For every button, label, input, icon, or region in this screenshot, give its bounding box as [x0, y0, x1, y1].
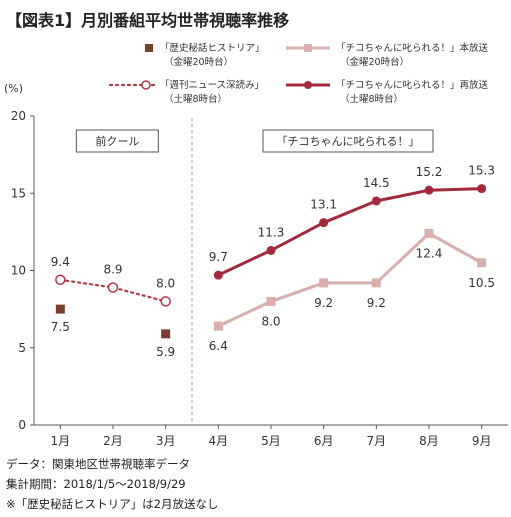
data-label: 8.0 [156, 276, 175, 290]
data-label: 11.3 [258, 225, 285, 239]
x-tick-label: 8月 [419, 434, 439, 448]
legend-label: 「歴史秘話ヒストリア」 [160, 42, 265, 54]
legend-sublabel: （土曜8時台） [340, 93, 403, 105]
data-point [424, 185, 434, 195]
data-label: 9.7 [209, 250, 228, 264]
data-point [424, 228, 434, 238]
y-tick-label: 0 [18, 418, 26, 432]
data-point [319, 278, 329, 288]
chart-title: 【図表1】月別番組平均世帯視聴率推移 [6, 11, 289, 30]
footnote-period: 集計期間：2018/1/5〜2018/9/29 [6, 477, 186, 491]
data-point [55, 274, 66, 286]
legend: 「歴史秘話ヒストリア」（金曜20時台）「週刊ニュース深読み」（土曜8時台）「チコ… [108, 42, 489, 105]
data-point [371, 278, 381, 288]
annotation-box-previous [75, 129, 159, 153]
series-3: 6.4 8.0 9.2 9.2 12.4 10.5 [209, 228, 495, 353]
legend-swatch [304, 81, 312, 89]
axes: 0 5 10 15 20 1月 2月 3月 4月 5月 6月 7月 8月 9月 [11, 109, 508, 448]
legend-label: 「チコちゃんに叱られる！」本放送 [336, 42, 489, 54]
data-label: 8.0 [261, 314, 280, 328]
series-line [217, 231, 483, 328]
data-point [160, 296, 171, 307]
footnote-data-source: データ：関東地区世帯視聴率データ [6, 457, 190, 471]
section-annotations: 前クール 「チコちゃんに叱られる！」 [75, 118, 434, 425]
data-label: 12.4 [416, 246, 443, 260]
legend-sublabel: （土曜8時台） [164, 93, 227, 105]
footnote-note: ※「歴史秘話ヒストリア」は2月放送なし [6, 497, 219, 511]
data-point [371, 196, 381, 206]
data-point [107, 282, 119, 293]
data-label: 10.5 [468, 276, 495, 290]
data-point [477, 184, 487, 194]
annotation-chikochan: 「チコちゃんに叱られる！」 [277, 135, 420, 148]
data-label: 9.4 [51, 255, 70, 269]
series-line [217, 187, 482, 277]
x-tick-label: 6月 [314, 434, 334, 448]
legend-label: 「週刊ニュース深読み」 [160, 79, 264, 91]
data-label: 5.9 [156, 345, 175, 359]
y-axis-unit: (%) [4, 82, 23, 95]
annotation-box-chikochan [262, 129, 434, 153]
y-tick-label: 20 [11, 109, 26, 123]
data-label: 7.5 [51, 320, 70, 334]
y-tick-label: 15 [11, 186, 26, 200]
data-point [161, 329, 171, 339]
legend-item-2: 「週刊ニュース深読み」 （土曜8時台） [108, 79, 264, 105]
legend-label: 「チコちゃんに叱られる！」再放送 [336, 79, 489, 91]
x-tick-label: 7月 [367, 434, 387, 448]
legend-sublabel: （金曜20時台） [340, 56, 409, 68]
data-point [213, 321, 223, 331]
legend-item-1: 「歴史秘話ヒストリア」 （金曜20時台） [145, 42, 265, 68]
data-point [319, 218, 329, 228]
legend-swatch [145, 44, 153, 52]
x-tick-label: 4月 [209, 434, 229, 448]
data-point [55, 304, 65, 314]
series-4: 9.7 11.3 13.1 14.5 15.2 15.3 [209, 164, 495, 280]
data-label: 14.5 [363, 176, 390, 190]
x-tick-label: 5月 [261, 434, 281, 448]
y-tick-label: 10 [11, 264, 26, 278]
legend-item-4: 「チコちゃんに叱られる！」再放送 （土曜8時台） [286, 79, 489, 105]
data-point [266, 245, 276, 255]
y-tick-label: 5 [18, 341, 26, 355]
data-label: 9.2 [314, 296, 333, 310]
x-tick-label: 3月 [156, 434, 176, 448]
data-point [477, 258, 487, 268]
data-point [213, 270, 223, 280]
legend-swatch [304, 44, 312, 52]
data-label: 15.2 [416, 165, 443, 179]
data-label: 15.3 [468, 164, 495, 178]
data-label: 9.2 [367, 296, 386, 310]
legend-item-3: 「チコちゃんに叱られる！」本放送 （金曜20時台） [286, 42, 489, 68]
legend-swatch [141, 80, 151, 90]
data-point [266, 296, 276, 306]
data-label: 6.4 [209, 339, 228, 353]
x-tick-label: 9月 [472, 434, 492, 448]
x-tick-label: 1月 [51, 434, 71, 448]
series-1: 7.5 5.9 [51, 304, 175, 359]
series-layer: 7.5 5.9 9.4 8.9 8.0 6.4 8.0 9.2 9.2 12.4 10.5 9.7 11… [51, 164, 495, 359]
data-label: 13.1 [310, 198, 337, 212]
series-2: 9.4 8.9 8.0 [51, 255, 175, 307]
data-label: 8.9 [103, 262, 122, 276]
legend-sublabel: （金曜20時台） [164, 56, 233, 68]
annotation-previous-cool: 前クール [95, 134, 139, 148]
x-tick-label: 2月 [103, 434, 123, 448]
